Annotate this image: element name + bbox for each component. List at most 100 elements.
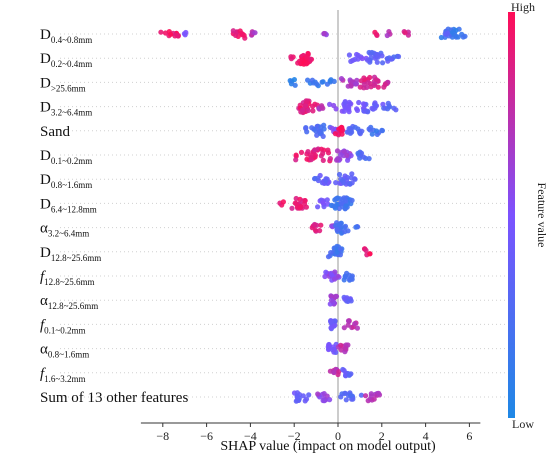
shap-point: [331, 346, 337, 352]
shap-point: [342, 173, 348, 179]
x-tick-label: 6: [466, 429, 472, 443]
shap-point: [395, 53, 402, 60]
feature-label: D0.8~1.6mm: [40, 172, 92, 190]
shap-point: [305, 149, 311, 155]
shap-point: [168, 31, 174, 37]
shap-point: [354, 107, 361, 113]
shap-point: [341, 367, 347, 374]
shap-point: [360, 101, 367, 107]
shap-point: [333, 180, 339, 186]
shap-point: [328, 325, 334, 331]
shap-point: [363, 393, 369, 399]
shap-point: [303, 103, 309, 109]
shap-point: [316, 128, 322, 134]
shap-point: [336, 205, 342, 212]
shap-point: [293, 157, 299, 163]
shap-point: [342, 345, 348, 352]
colorbar-high-label: High: [511, 0, 535, 14]
shap-point: [323, 178, 329, 184]
shap-point: [346, 106, 352, 112]
shap-point: [370, 106, 376, 112]
shap-point: [354, 51, 360, 58]
shap-point: [349, 171, 355, 177]
shap-point: [345, 318, 352, 324]
shap-point: [402, 30, 408, 36]
shap-point: [351, 176, 358, 182]
shap-point: [305, 50, 311, 57]
shap-point: [460, 34, 466, 40]
shap-point: [450, 29, 456, 35]
shap-point: [329, 318, 335, 325]
shap-point: [298, 204, 304, 210]
shap-point: [342, 100, 348, 106]
shap-point: [343, 397, 349, 403]
shap-point: [385, 106, 391, 112]
shap-point: [305, 77, 311, 83]
shap-point: [252, 30, 258, 36]
shap-point: [325, 150, 332, 156]
shap-point: [322, 273, 328, 280]
shap-point: [339, 131, 345, 137]
shap-point: [328, 250, 334, 256]
shap-point: [293, 201, 299, 207]
shap-point: [338, 200, 344, 206]
feature-label: α12.8~25.6mm: [40, 293, 98, 311]
shap-point: [344, 152, 350, 159]
shap-point: [331, 78, 337, 84]
shap-point: [342, 273, 348, 279]
shap-point: [354, 325, 360, 331]
feature-label: D6.4~12.8mm: [40, 196, 97, 214]
shap-point: [288, 54, 294, 60]
shap-point: [338, 76, 345, 82]
shap-point: [358, 392, 364, 398]
shap-point: [365, 109, 371, 115]
shap-point: [329, 125, 335, 131]
shap-point: [333, 293, 340, 299]
shap-point: [348, 298, 354, 304]
shap-point: [332, 204, 338, 210]
shap-point: [438, 34, 444, 41]
shap-point: [312, 227, 319, 233]
shap-point: [332, 131, 338, 137]
shap-point: [338, 246, 344, 252]
shap-point: [336, 369, 342, 375]
shap-point: [343, 203, 349, 209]
shap-point: [348, 153, 354, 159]
shap-point: [308, 154, 314, 160]
shap-point: [366, 156, 372, 162]
shap-point: [320, 133, 326, 139]
shap-point: [326, 342, 332, 348]
shap-point: [331, 102, 337, 109]
shap-point: [342, 223, 349, 229]
shap-point: [347, 101, 353, 107]
shap-point: [384, 32, 390, 39]
colorbar: [508, 12, 515, 418]
shap-point: [338, 342, 344, 348]
shap-point: [333, 196, 339, 202]
shap-point: [334, 148, 341, 154]
shap-point: [369, 131, 375, 137]
shap-point: [346, 372, 352, 378]
x-tick-label: −2: [288, 429, 301, 443]
shap-point: [318, 146, 324, 152]
shap-point: [361, 108, 367, 114]
shap-point: [306, 392, 312, 398]
feature-label: D3.2~6.4mm: [40, 100, 92, 118]
shap-point: [357, 84, 363, 90]
shap-point: [367, 251, 373, 257]
shap-point: [361, 154, 367, 160]
shap-point: [443, 31, 449, 37]
shap-point: [332, 322, 338, 328]
shap-point: [310, 108, 316, 114]
shap-point: [321, 30, 327, 37]
shap-point: [379, 53, 385, 59]
shap-point: [300, 107, 306, 113]
colorbar-title: Feature value: [535, 183, 549, 248]
shap-point: [318, 124, 324, 130]
x-tick-label: 0: [335, 429, 341, 443]
x-tick-label: −4: [244, 429, 257, 443]
shap-point: [341, 180, 347, 186]
shap-point: [375, 84, 381, 90]
shap-point: [341, 325, 347, 331]
feature-label: D12.8~25.6mm: [40, 245, 101, 263]
